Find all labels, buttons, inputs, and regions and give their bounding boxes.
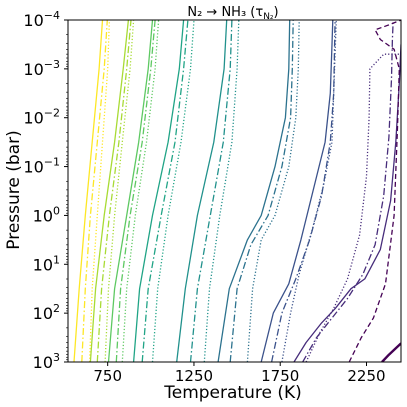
series-line-15 <box>217 20 291 362</box>
x-tick-label-0: 750 <box>93 367 122 385</box>
plot-lines <box>73 20 401 362</box>
x-tick-label-1: 1250 <box>175 367 213 385</box>
series-line-7 <box>115 20 156 362</box>
series-line-14 <box>203 20 240 362</box>
series-line-5 <box>104 20 135 362</box>
y-tick-label-0: 10−4 <box>23 9 60 30</box>
y-tick-label-2: 10−2 <box>23 107 60 128</box>
series-line-23 <box>305 53 401 362</box>
series-line-18 <box>260 20 334 362</box>
series-line-19 <box>270 20 336 362</box>
series-line-6 <box>107 20 154 362</box>
series-line-22 <box>302 20 394 362</box>
chart-title-main: N₂ → NH₃ (τ <box>187 5 263 20</box>
series-line-9 <box>132 20 185 362</box>
series-line-3 <box>89 20 130 362</box>
y-tick-label-6: 102 <box>33 302 60 323</box>
series-line-10 <box>141 20 189 362</box>
x-tick-label-3: 2250 <box>347 367 385 385</box>
chart-title: N₂ → NH₃ (τN₂) <box>187 5 278 22</box>
y-tick-label-4: 100 <box>33 204 60 225</box>
series-line-8 <box>121 20 160 362</box>
x-axis-label: Temperature (K) <box>163 383 302 403</box>
series-line-21 <box>293 44 401 362</box>
series-line-2 <box>88 20 111 362</box>
y-tick-label-3: 10−1 <box>23 156 60 177</box>
plot-frame <box>67 19 402 363</box>
series-line-24 <box>348 20 401 362</box>
series-line-20 <box>281 20 337 362</box>
y-axis-label: Pressure (bar) <box>4 130 24 249</box>
series-line-25 <box>381 342 401 362</box>
series-line-1 <box>81 20 108 362</box>
chart-title-subscript: N₂ <box>263 12 274 22</box>
y-tick-label-1: 10−3 <box>23 58 60 79</box>
series-line-17 <box>246 20 300 362</box>
y-tick-label-5: 101 <box>33 253 60 274</box>
series-line-11 <box>151 20 195 362</box>
x-tick-label-2: 1750 <box>261 367 299 385</box>
series-line-13 <box>189 20 233 362</box>
series-line-12 <box>176 20 228 362</box>
axes: 750 1250 1750 2250 10−4 10−3 10−2 10−1 100 101 102… <box>23 9 402 385</box>
y-tick-label-7: 103 <box>33 351 60 372</box>
series-line-4 <box>96 20 132 362</box>
chart-title-tail: ) <box>274 5 279 20</box>
series-line-16 <box>229 20 294 362</box>
series-line-0 <box>73 20 104 362</box>
